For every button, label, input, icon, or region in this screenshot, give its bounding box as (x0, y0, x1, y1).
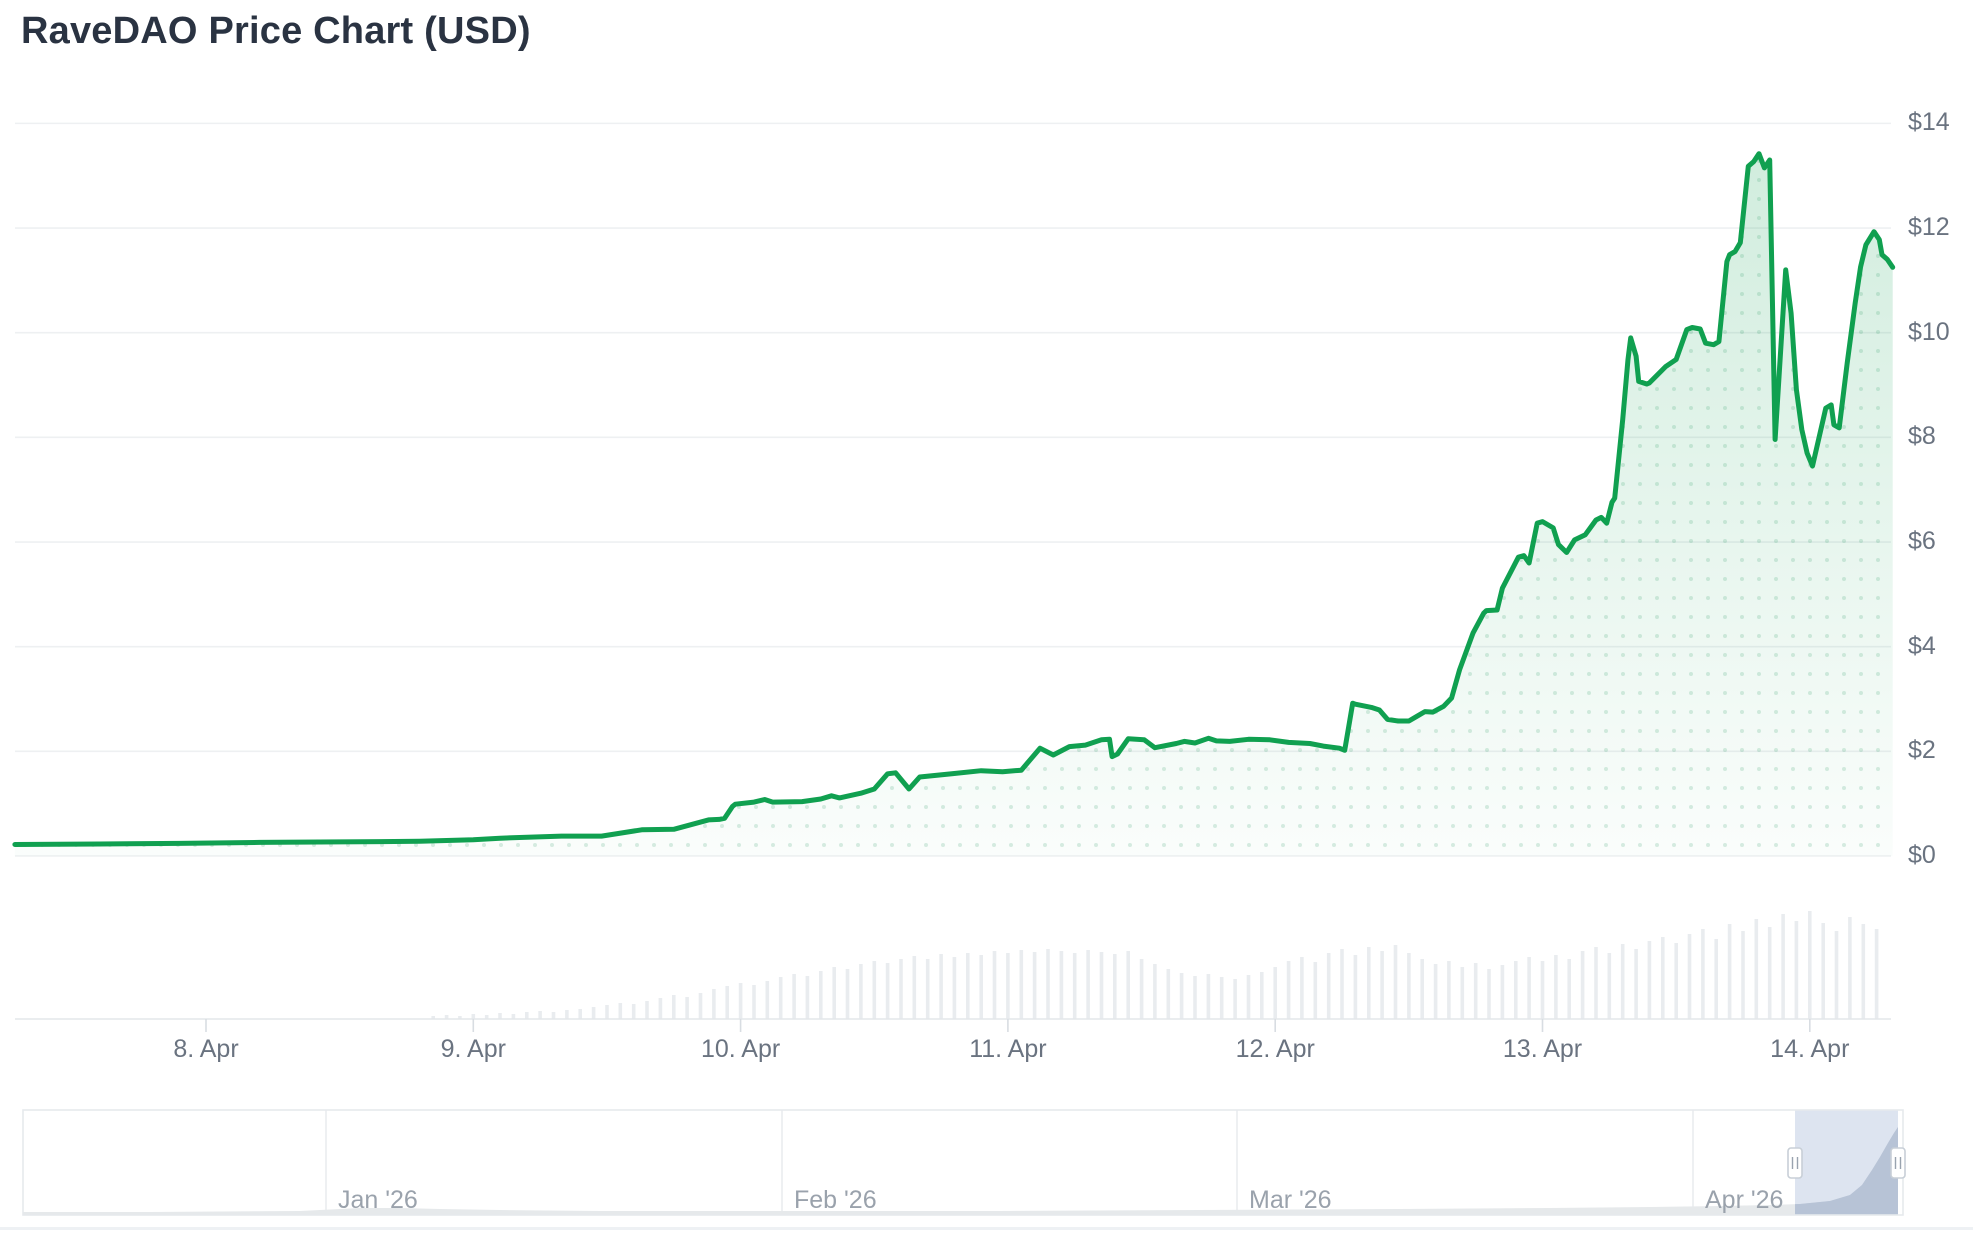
price-line-series[interactable] (12, 151, 1896, 847)
x-axis-label: 9. Apr (440, 1035, 506, 1063)
y-axis-label: $8 (1908, 422, 1936, 451)
navigator-handle-right[interactable] (1890, 1147, 1906, 1179)
chart-title: RaveDAO Price Chart (USD) (21, 10, 531, 52)
y-axis-label: $12 (1908, 213, 1950, 242)
x-axis-label: 11. Apr (969, 1035, 1047, 1063)
x-axis-label: 14. Apr (1770, 1035, 1850, 1063)
navigator-month-label: Jan '26 (338, 1186, 418, 1214)
y-axis-label: $0 (1908, 841, 1936, 869)
x-axis-label: 12. Apr (1235, 1035, 1315, 1063)
y-axis-label: $14 (1908, 108, 1950, 137)
y-axis-label: $2 (1908, 736, 1936, 765)
y-axis-label: $6 (1908, 527, 1936, 556)
x-axis-label: 8. Apr (173, 1035, 239, 1063)
price-area-dot-pattern (14, 153, 1893, 856)
navigator-series-outline (23, 1127, 1898, 1215)
navigator-month-label: Feb '26 (794, 1186, 877, 1214)
navigator-month-label: Apr '26 (1705, 1186, 1784, 1214)
navigator-handle-left[interactable] (1787, 1147, 1803, 1179)
y-axis-label: $10 (1908, 317, 1950, 346)
navigator-month-gridlines (325, 1110, 1694, 1215)
x-axis-label: 10. Apr (700, 1035, 781, 1063)
navigator-series-selected (1795, 1127, 1898, 1215)
scrollbar-track[interactable] (0, 1227, 1973, 1230)
navigator-track[interactable] (22, 1109, 1904, 1216)
volume-bars (431, 911, 1879, 1019)
navigator-month-label: Mar '26 (1249, 1186, 1332, 1214)
x-axis-ticks (205, 1019, 1811, 1032)
x-axis-label: 13. Apr (1502, 1035, 1583, 1063)
y-axis-label: $4 (1908, 631, 1936, 660)
